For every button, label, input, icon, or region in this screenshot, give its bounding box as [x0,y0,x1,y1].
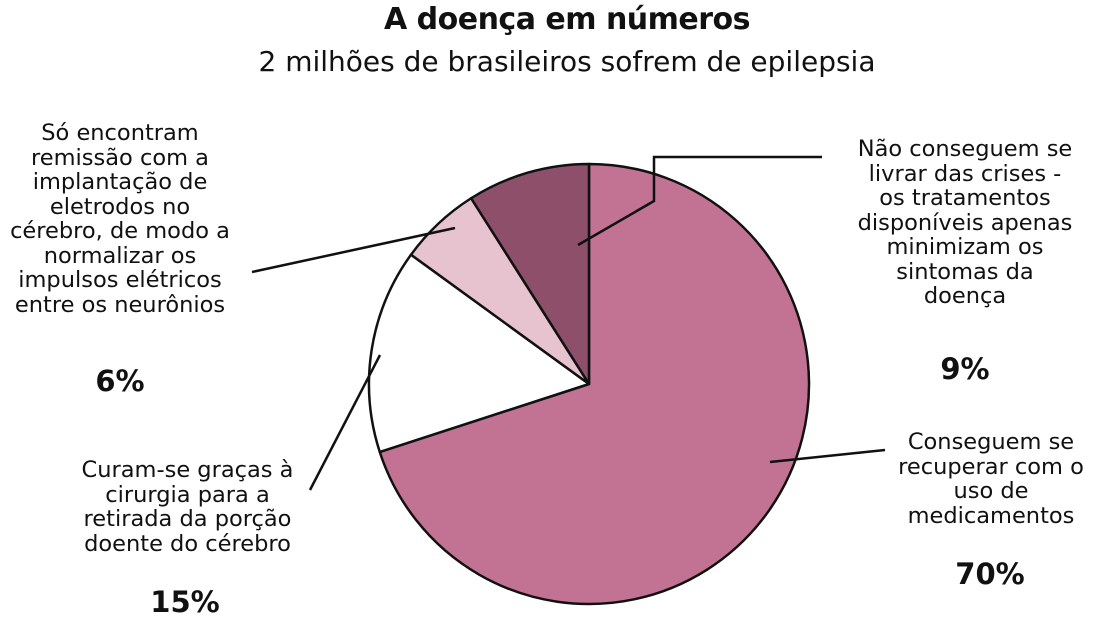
slice-percent-surgery: 15% [150,585,220,619]
leader-line-no-remission [577,155,822,247]
pie-slice-no-remission [469,162,591,386]
slice-percent-no-remission: 9% [940,352,990,386]
slice-percent-medication: 70% [955,557,1025,591]
leader-line-medication [769,448,886,464]
slice-label-medication: Conseguem se recuperar com o uso de medi… [898,429,1084,529]
slice-percent-electrodes: 6% [95,364,145,398]
slice-label-surgery: Curam-se graças à cirurgia para a retira… [81,457,294,557]
slice-label-electrodes: Só encontram remissão com a implantação … [10,120,230,318]
leader-line-surgery [308,354,382,491]
pie-slice-medication [378,162,811,606]
leader-line-electrodes [251,226,456,274]
pie-slice-surgery [367,253,591,454]
chart-subtitle: 2 milhões de brasileiros sofrem de epile… [258,45,876,78]
chart-title: A doença em números [383,2,751,37]
slice-label-no-remission: Não conseguem se livrar das crises - os … [857,136,1073,309]
